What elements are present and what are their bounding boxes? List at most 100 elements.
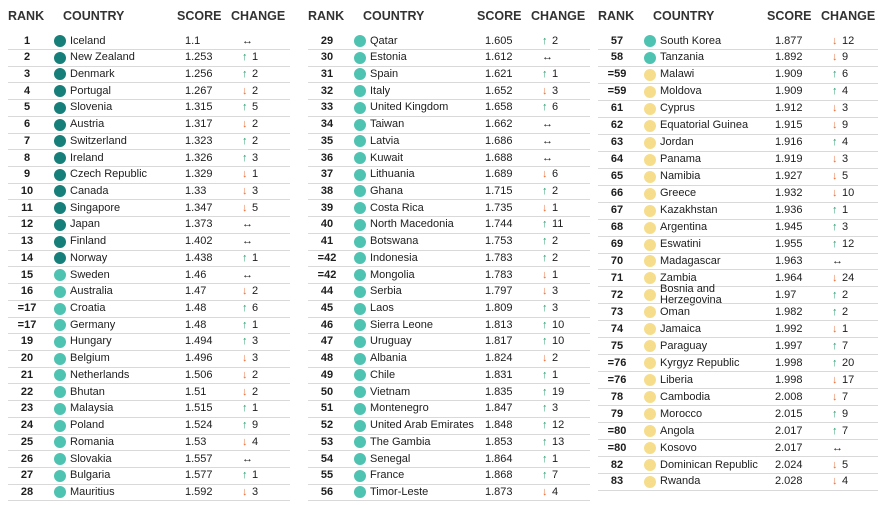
score: 1.877 xyxy=(775,34,803,47)
status-dot xyxy=(644,340,656,353)
change-arrow: ↑ xyxy=(242,302,248,315)
change-amount: 12 xyxy=(842,34,855,47)
rank: =59 xyxy=(607,68,627,81)
column-header: RANK xyxy=(598,9,635,23)
country: Switzerland xyxy=(70,134,127,147)
change-arrow: ↓ xyxy=(242,368,248,381)
change-amount: 3 xyxy=(552,84,559,97)
score: 1.515 xyxy=(185,402,213,415)
change-amount: 1 xyxy=(552,452,559,465)
change-amount: 2 xyxy=(252,67,259,80)
change-arrow: ↑ xyxy=(832,221,838,234)
score: 2.028 xyxy=(775,475,803,488)
status-dot xyxy=(354,168,366,181)
row-separator xyxy=(8,500,290,502)
score: 1.267 xyxy=(185,84,213,97)
change-arrow: ↑ xyxy=(542,402,548,415)
change-arrow: ↓ xyxy=(542,268,548,281)
rank: =42 xyxy=(317,251,337,264)
country: Eswatini xyxy=(660,238,701,251)
status-dot xyxy=(354,35,366,47)
change-arrow: ↓ xyxy=(542,285,548,298)
status-dot xyxy=(54,436,66,449)
change-arrow: ↔ xyxy=(832,254,843,267)
change-amount: 10 xyxy=(552,335,565,348)
row-separator xyxy=(308,400,590,402)
rank: 12 xyxy=(20,218,34,231)
change-arrow: ↔ xyxy=(242,34,253,47)
country: Taiwan xyxy=(370,118,405,131)
change-amount: 5 xyxy=(252,101,259,114)
score: 1.955 xyxy=(775,238,803,251)
row-separator xyxy=(308,149,590,151)
change-arrow: ↑ xyxy=(832,68,838,81)
change-arrow: ↓ xyxy=(832,170,838,183)
score: 1.912 xyxy=(775,102,803,115)
change-arrow: ↑ xyxy=(832,238,838,251)
rank: 22 xyxy=(20,385,34,398)
rank: 51 xyxy=(320,402,334,415)
row-separator xyxy=(598,235,878,237)
change-amount: 1 xyxy=(552,201,559,214)
score: 1.33 xyxy=(185,184,207,197)
change-arrow: ↑ xyxy=(542,251,548,264)
country: Japan xyxy=(70,218,100,231)
row-separator xyxy=(308,467,590,468)
change-arrow: ↓ xyxy=(242,435,248,448)
change-amount: 2 xyxy=(252,84,259,97)
row-separator xyxy=(308,316,590,318)
change-arrow: ↑ xyxy=(542,67,548,80)
country: Timor-Leste xyxy=(370,485,429,498)
score: 1.48 xyxy=(185,318,207,331)
change-arrow: ↔ xyxy=(542,118,553,131)
change-amount: 2 xyxy=(252,134,259,147)
row-separator xyxy=(8,400,290,402)
rank: 35 xyxy=(320,134,334,147)
row-separator xyxy=(8,283,290,285)
country: Spain xyxy=(370,67,399,80)
change-arrow: ↑ xyxy=(832,305,838,318)
score: 1.831 xyxy=(485,368,513,381)
change-arrow: ↓ xyxy=(832,187,838,200)
change-arrow: ↑ xyxy=(242,67,248,80)
change-amount: 10 xyxy=(552,318,565,331)
country: Senegal xyxy=(370,452,411,465)
rank: 33 xyxy=(320,101,334,114)
country: Dominican Republic xyxy=(660,458,758,471)
rank: 74 xyxy=(610,322,624,335)
country: Vietnam xyxy=(370,385,411,398)
row-separator xyxy=(598,201,878,203)
change-amount: 4 xyxy=(842,85,849,98)
rank: 2 xyxy=(23,51,31,64)
country: Netherlands xyxy=(70,368,130,381)
country: Panama xyxy=(660,153,701,166)
rank: 38 xyxy=(320,184,334,197)
status-dot xyxy=(644,204,656,217)
change-amount: 10 xyxy=(842,187,855,200)
score: 1.997 xyxy=(775,339,803,352)
rank: =42 xyxy=(317,268,337,281)
status-dot xyxy=(54,302,66,315)
score: 1.916 xyxy=(775,136,803,149)
country: Czech Republic xyxy=(70,168,148,181)
score: 1.1 xyxy=(185,34,201,47)
status-dot xyxy=(54,152,66,165)
change-amount: 7 xyxy=(552,469,559,482)
rank: 61 xyxy=(610,102,624,115)
country: United Arab Emirates xyxy=(370,419,474,432)
status-dot xyxy=(644,136,656,149)
change-arrow: ↑ xyxy=(542,184,548,197)
change-amount: 5 xyxy=(842,170,849,183)
rank: 26 xyxy=(20,452,34,465)
row-separator xyxy=(308,166,590,168)
rank: 3 xyxy=(23,67,31,80)
rank: 83 xyxy=(610,475,624,488)
score: 1.557 xyxy=(185,452,213,465)
country: Liberia xyxy=(660,373,694,386)
rank: 54 xyxy=(320,452,334,465)
status-dot xyxy=(644,391,656,404)
change-arrow: ↑ xyxy=(542,368,548,381)
change-amount: 1 xyxy=(252,402,259,415)
country: United Kingdom xyxy=(370,101,449,114)
status-dot xyxy=(54,285,66,298)
